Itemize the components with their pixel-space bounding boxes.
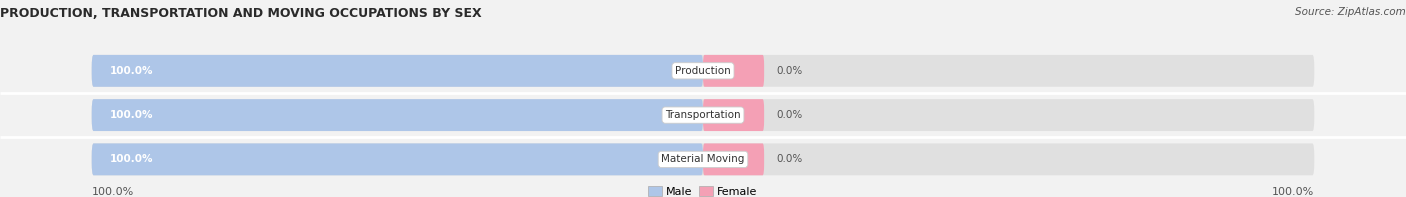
- Legend: Male, Female: Male, Female: [644, 182, 762, 197]
- Text: 100.0%: 100.0%: [91, 187, 134, 197]
- FancyBboxPatch shape: [91, 143, 1315, 175]
- FancyBboxPatch shape: [703, 99, 763, 131]
- Text: Production: Production: [675, 66, 731, 76]
- FancyBboxPatch shape: [91, 55, 1315, 87]
- Text: 100.0%: 100.0%: [1272, 187, 1315, 197]
- FancyBboxPatch shape: [91, 99, 703, 131]
- FancyBboxPatch shape: [91, 55, 703, 87]
- Text: PRODUCTION, TRANSPORTATION AND MOVING OCCUPATIONS BY SEX: PRODUCTION, TRANSPORTATION AND MOVING OC…: [0, 7, 482, 20]
- Text: Transportation: Transportation: [665, 110, 741, 120]
- Text: 0.0%: 0.0%: [776, 66, 803, 76]
- FancyBboxPatch shape: [703, 55, 763, 87]
- Text: 100.0%: 100.0%: [110, 66, 153, 76]
- Text: 100.0%: 100.0%: [110, 154, 153, 164]
- Text: Material Moving: Material Moving: [661, 154, 745, 164]
- FancyBboxPatch shape: [91, 143, 703, 175]
- Text: 0.0%: 0.0%: [776, 154, 803, 164]
- FancyBboxPatch shape: [91, 99, 1315, 131]
- Text: Source: ZipAtlas.com: Source: ZipAtlas.com: [1295, 7, 1406, 17]
- Text: 0.0%: 0.0%: [776, 110, 803, 120]
- Text: 100.0%: 100.0%: [110, 110, 153, 120]
- FancyBboxPatch shape: [703, 143, 763, 175]
